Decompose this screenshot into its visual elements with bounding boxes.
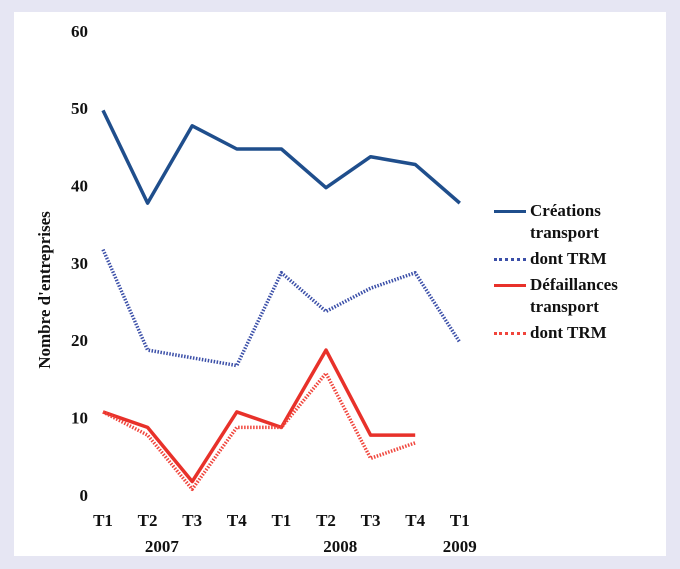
legend-label: Créations transport bbox=[530, 201, 601, 242]
x-group-label: 2009 bbox=[443, 537, 477, 556]
series-line bbox=[102, 348, 416, 484]
legend-label: dont TRM bbox=[530, 323, 607, 342]
x-group-label: 2007 bbox=[145, 537, 180, 556]
legend-item: Défaillances transport bbox=[494, 274, 664, 318]
y-tick-label: 20 bbox=[71, 331, 88, 350]
series-line bbox=[102, 371, 416, 492]
x-group-label: 2008 bbox=[323, 537, 357, 556]
y-tick-label: 0 bbox=[80, 486, 89, 505]
y-tick-label: 60 bbox=[71, 22, 88, 41]
legend-label: Défaillances transport bbox=[530, 275, 618, 316]
y-tick-label: 50 bbox=[71, 99, 88, 118]
x-tick-label: T2 bbox=[316, 511, 336, 530]
x-tick-label: T1 bbox=[93, 511, 113, 530]
legend-swatch bbox=[494, 258, 526, 261]
legend-label: dont TRM bbox=[530, 249, 607, 268]
series-line bbox=[101, 109, 461, 205]
x-tick-label: T1 bbox=[450, 511, 470, 530]
y-tick-label: 40 bbox=[71, 177, 88, 196]
x-tick-label: T1 bbox=[271, 511, 291, 530]
legend-swatch bbox=[494, 332, 526, 335]
y-axis-label: Nombre d'entreprises bbox=[35, 211, 54, 369]
legend-swatch bbox=[494, 210, 526, 213]
legend: Créations transport dont TRM Défaillances … bbox=[494, 200, 664, 348]
y-tick-label: 10 bbox=[71, 409, 88, 428]
legend-item: Créations transport bbox=[494, 200, 664, 244]
x-tick-label: T2 bbox=[138, 511, 158, 530]
legend-swatch bbox=[494, 284, 526, 287]
x-tick-label: T4 bbox=[227, 511, 247, 530]
x-tick-label: T3 bbox=[182, 511, 202, 530]
chart-panel bbox=[14, 12, 666, 556]
series-line bbox=[101, 248, 462, 368]
legend-item: dont TRM bbox=[494, 248, 664, 270]
legend-item: dont TRM bbox=[494, 322, 664, 344]
y-tick-label: 30 bbox=[71, 254, 88, 273]
x-tick-label: T3 bbox=[361, 511, 381, 530]
x-tick-label: T4 bbox=[405, 511, 425, 530]
